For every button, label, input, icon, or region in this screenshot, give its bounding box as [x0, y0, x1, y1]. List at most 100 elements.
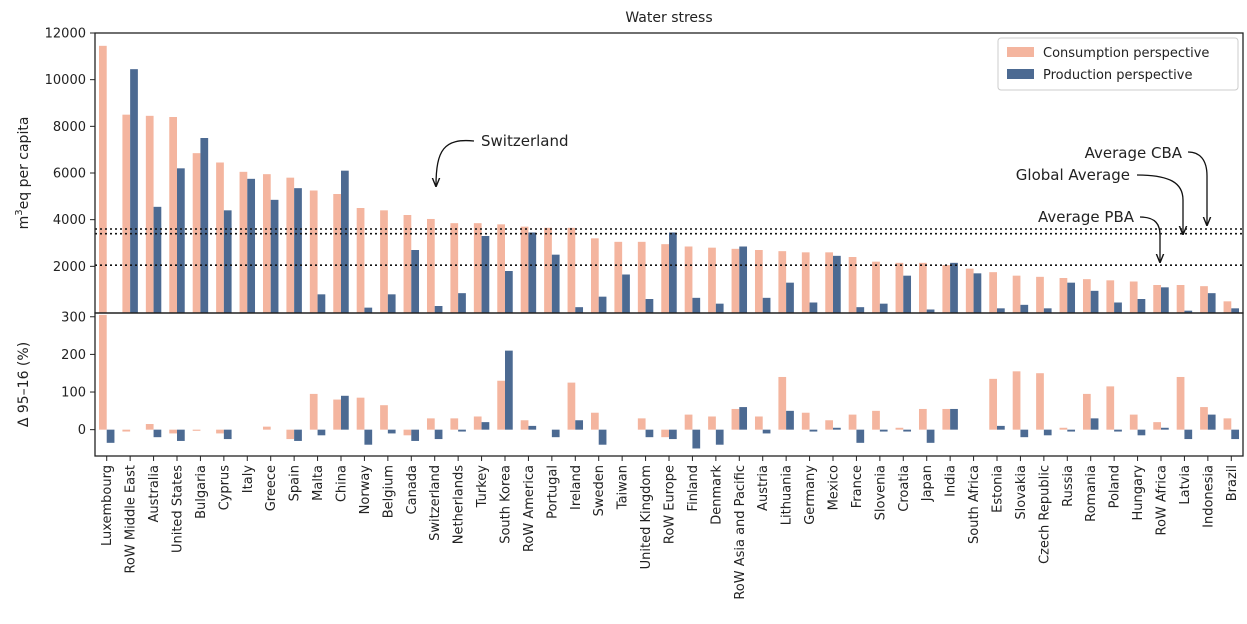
consumption-change-bar-15 [450, 418, 459, 430]
annotation-average-pba-arrow [1139, 216, 1160, 262]
production-bar-27 [739, 246, 748, 313]
xtick-label-46: Latvia [1178, 465, 1193, 505]
production-bar-47 [1207, 293, 1216, 313]
xtick-label-10: China [335, 465, 350, 502]
consumption-change-bar-29 [778, 376, 787, 430]
top-ytick-label-4: 10000 [45, 73, 86, 88]
xtick-label-37: South Africa [967, 465, 982, 544]
consumption-bar-2 [145, 115, 154, 313]
consumption-change-bar-20 [567, 382, 576, 430]
consumption-bar-33 [872, 261, 880, 313]
consumption-change-bar-31 [825, 420, 833, 430]
production-bar-15 [458, 293, 466, 313]
consumption-bar-6 [239, 171, 248, 313]
production-change-bar-35 [926, 429, 935, 443]
annotation-switzerland: Switzerland [481, 132, 569, 150]
bottom-ytick-label-1: 100 [61, 386, 86, 401]
xtick-label-3: United States [171, 465, 186, 553]
production-change-bar-46 [1184, 429, 1193, 440]
consumption-change-bar-18 [520, 420, 529, 430]
xtick-label-21: Sweden [592, 465, 607, 516]
production-bar-9 [317, 294, 326, 313]
production-bar-36 [950, 262, 958, 313]
production-change-bar-25 [692, 429, 701, 449]
consumption-change-bar-10 [333, 399, 341, 430]
xtick-label-29: Lithuania [780, 465, 795, 525]
production-change-bar-13 [411, 429, 420, 441]
consumption-change-bar-41 [1059, 427, 1068, 430]
xtick-label-38: Estonia [991, 465, 1006, 513]
production-bar-16 [481, 236, 490, 313]
consumption-bar-22 [614, 241, 623, 313]
consumption-change-bar-24 [661, 429, 669, 438]
xtick-label-20: Ireland [569, 465, 584, 510]
consumption-bar-40 [1036, 276, 1044, 313]
xtick-label-31: Mexico [827, 465, 842, 510]
bottom-ytick-label-2: 200 [61, 348, 86, 363]
consumption-change-bar-5 [216, 429, 224, 434]
production-bar-32 [856, 307, 865, 313]
production-change-bar-38 [997, 425, 1005, 430]
production-bar-44 [1137, 299, 1146, 313]
consumption-bar-44 [1129, 281, 1138, 313]
xtick-label-22: Taiwan [616, 465, 631, 510]
production-bar-12 [387, 294, 396, 313]
consumption-change-bar-13 [403, 429, 412, 436]
consumption-change-bar-30 [801, 412, 810, 430]
top-ytick-label-0: 2000 [53, 260, 86, 275]
consumption-bar-12 [380, 210, 388, 313]
consumption-change-bar-34 [895, 427, 904, 430]
consumption-change-bar-12 [380, 405, 388, 430]
production-bar-38 [997, 308, 1005, 313]
consumption-change-bar-16 [473, 416, 482, 430]
xtick-label-39: Slovakia [1014, 465, 1029, 520]
consumption-change-bar-14 [426, 418, 435, 430]
xtick-label-9: Malta [311, 465, 326, 501]
xtick-label-36: India [944, 465, 959, 497]
consumption-change-bar-39 [1012, 371, 1021, 430]
xtick-label-2: Australia [147, 465, 162, 523]
consumption-change-bar-48 [1223, 418, 1232, 430]
consumption-bar-48 [1223, 301, 1232, 313]
xtick-label-23: United Kingdom [639, 465, 654, 569]
xtick-label-8: Spain [288, 465, 303, 501]
consumption-change-bar-9 [309, 393, 318, 430]
consumption-change-bar-3 [169, 429, 177, 434]
bottom-y-axis-title: Δ 95–16 (%) [16, 342, 32, 427]
production-change-bar-47 [1207, 414, 1216, 430]
production-change-bar-5 [223, 429, 232, 440]
consumption-bar-20 [567, 227, 576, 313]
production-change-bar-43 [1114, 429, 1122, 432]
consumption-change-bar-17 [497, 380, 505, 430]
production-change-bar-31 [833, 427, 841, 430]
consumption-change-bar-46 [1176, 376, 1185, 430]
production-change-bar-16 [481, 422, 490, 430]
consumption-change-bar-36 [942, 408, 951, 430]
ylabel-rest: eq per capita [16, 117, 32, 210]
production-change-bar-48 [1231, 429, 1240, 440]
consumption-bar-3 [169, 117, 177, 313]
consumption-bar-9 [309, 190, 318, 313]
xtick-label-35: Japan [920, 465, 935, 502]
consumption-bar-15 [450, 223, 459, 313]
production-change-bar-44 [1137, 429, 1146, 436]
consumption-change-bar-38 [989, 378, 997, 430]
xtick-label-24: RoW Europe [663, 465, 678, 544]
production-change-bar-3 [177, 429, 185, 441]
production-change-bar-39 [1020, 429, 1029, 438]
consumption-bar-29 [778, 251, 787, 313]
consumption-bar-28 [754, 250, 763, 313]
production-bar-19 [551, 254, 560, 313]
consumption-bar-21 [590, 238, 599, 313]
xtick-label-32: France [850, 465, 865, 508]
consumption-bar-11 [356, 208, 365, 313]
xtick-label-34: Croatia [897, 465, 912, 512]
xtick-label-40: Czech Republic [1037, 465, 1052, 564]
production-change-bar-27 [739, 407, 748, 430]
production-bar-3 [177, 168, 185, 313]
production-bar-31 [833, 255, 841, 313]
consumption-change-bar-25 [684, 414, 693, 430]
consumption-bar-18 [520, 226, 529, 313]
production-change-bar-20 [575, 420, 584, 430]
